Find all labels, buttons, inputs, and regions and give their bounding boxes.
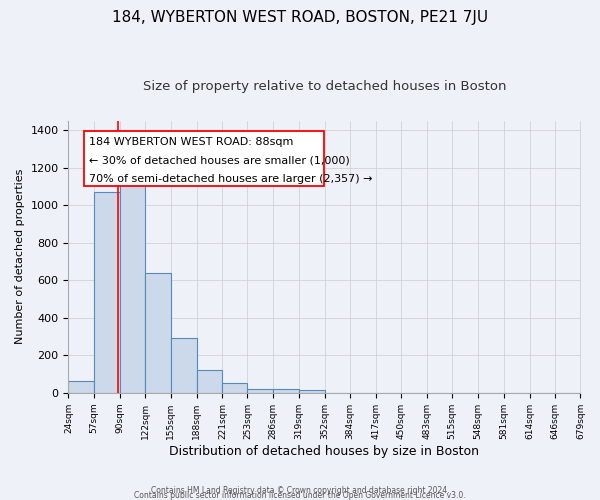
FancyBboxPatch shape bbox=[84, 132, 325, 186]
Bar bbox=[299, 390, 325, 393]
Y-axis label: Number of detached properties: Number of detached properties bbox=[15, 169, 25, 344]
Text: Contains public sector information licensed under the Open Government Licence v3: Contains public sector information licen… bbox=[134, 490, 466, 500]
Bar bbox=[120, 175, 145, 393]
Text: 184 WYBERTON WEST ROAD: 88sqm: 184 WYBERTON WEST ROAD: 88sqm bbox=[89, 137, 293, 147]
Bar bbox=[94, 192, 120, 393]
Bar bbox=[197, 370, 223, 393]
Text: 70% of semi-detached houses are larger (2,357) →: 70% of semi-detached houses are larger (… bbox=[89, 174, 373, 184]
Title: Size of property relative to detached houses in Boston: Size of property relative to detached ho… bbox=[143, 80, 506, 93]
Bar bbox=[223, 384, 247, 393]
Text: 184, WYBERTON WEST ROAD, BOSTON, PE21 7JU: 184, WYBERTON WEST ROAD, BOSTON, PE21 7J… bbox=[112, 10, 488, 25]
Bar bbox=[145, 272, 171, 393]
X-axis label: Distribution of detached houses by size in Boston: Distribution of detached houses by size … bbox=[169, 444, 479, 458]
Text: Contains HM Land Registry data © Crown copyright and database right 2024.: Contains HM Land Registry data © Crown c… bbox=[151, 486, 449, 495]
Text: ← 30% of detached houses are smaller (1,000): ← 30% of detached houses are smaller (1,… bbox=[89, 156, 350, 166]
Bar bbox=[247, 389, 273, 393]
Bar bbox=[273, 389, 299, 393]
Bar bbox=[171, 338, 197, 393]
Bar bbox=[68, 380, 94, 393]
